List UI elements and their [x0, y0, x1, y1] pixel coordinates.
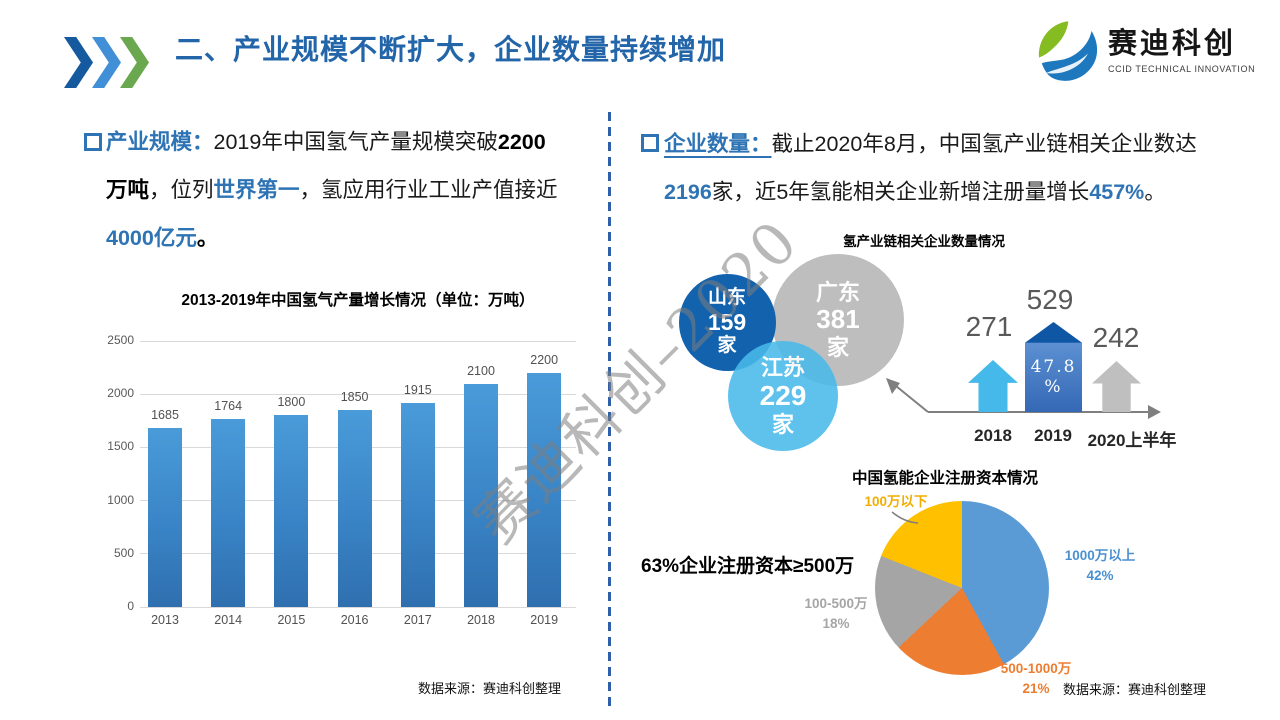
- chevron-icon: [92, 37, 121, 88]
- y-axis-tick-label: 1500: [107, 439, 134, 454]
- x-axis-tick-label: 2013: [151, 613, 179, 627]
- text-segment: ，氢应用行业工业产值接近: [299, 178, 558, 202]
- y-axis-tick-label: 1000: [107, 492, 134, 507]
- bullet-square-icon: [84, 133, 102, 151]
- bar-value-label: 2100: [467, 363, 495, 378]
- industry-scale-paragraph: 产业规模：2019年中国氢气产量规模突破2200 万吨，位列世界第一，氢应用行业工…: [106, 118, 611, 262]
- bubble-text: 159: [707, 308, 747, 335]
- y-axis-tick-label: 0: [127, 599, 134, 613]
- bar-2015: [274, 415, 309, 607]
- bubble-text: 家: [771, 412, 794, 438]
- bar-chart-plot: 0 500 1000 1500 2000 2500 1685 2013 1764 2014 1800…: [107, 333, 576, 627]
- text-segment: 世界第一: [213, 178, 300, 202]
- paragraph-line: 4000亿元。: [106, 214, 611, 262]
- gridline: [140, 340, 576, 342]
- x-axis-tick-label: 2018: [467, 613, 495, 627]
- bar-value-label: 1850: [340, 390, 369, 405]
- bullet-square-icon: [641, 134, 659, 152]
- chevron-icon: [120, 37, 149, 88]
- bubble-text: 家: [717, 335, 737, 357]
- text-segment: 截止2020年8月，中国氢产业链相关企业数达: [771, 132, 1197, 156]
- text-segment: 。: [196, 226, 219, 250]
- growth-category-label: 2018: [974, 426, 1012, 445]
- x-axis-tick-label: 2017: [403, 613, 432, 627]
- y-axis-tick-label: 500: [113, 545, 134, 560]
- bubble-text: 381: [816, 304, 860, 335]
- paragraph-line: 企业数量：截止2020年8月，中国氢产业链相关企业数达: [664, 120, 1229, 168]
- pie-slice-label-1: 1000万以上 42%: [1064, 548, 1136, 583]
- y-axis-tick-label: 2000: [107, 386, 134, 401]
- bubble-text: 家: [826, 334, 849, 360]
- x-axis-tick-label: 2019: [530, 613, 559, 627]
- text-segment: 2019年中国氢气产量规模突破: [213, 130, 498, 154]
- bar-value-label: 1915: [403, 383, 432, 398]
- logo-company-subtitle: CCID TECHNICAL INNOVATION: [1108, 64, 1256, 74]
- bar-value-label: 1764: [214, 399, 243, 414]
- text-segment: 2196: [664, 180, 712, 204]
- bubble-text: 229: [759, 379, 807, 411]
- growth-value-label: 242: [1092, 322, 1140, 353]
- x-axis-tick-label: 2015: [277, 613, 306, 627]
- paragraph-line: 产业规模：2019年中国氢气产量规模突破2200: [106, 118, 611, 166]
- x-axis-tick-label: 2014: [214, 613, 243, 627]
- chevron-icon: [64, 37, 93, 88]
- gridline: [140, 606, 576, 608]
- vertical-divider: [608, 112, 611, 712]
- pie-chart: [875, 501, 1049, 675]
- text-segment: 企业数量：: [664, 132, 772, 156]
- bar-value-label: 1800: [277, 395, 306, 410]
- bar-2016: [337, 410, 372, 607]
- text-segment: 家，近5年氢能相关企业新增注册量增长: [711, 180, 1090, 204]
- text-segment: 457%: [1089, 180, 1145, 204]
- text-segment: 万吨: [106, 178, 150, 202]
- bar-2014: [211, 419, 246, 607]
- text-segment: ，位列: [149, 178, 214, 202]
- growth-value-label: 529: [1026, 284, 1074, 315]
- text-segment: 产业规模：: [106, 130, 214, 154]
- text-segment: 2200: [497, 130, 546, 154]
- bar-2018: [464, 383, 498, 607]
- pie-slice-label-4: 100万以下: [864, 494, 928, 509]
- y-axis-tick-label: 2500: [107, 333, 134, 347]
- logo-text: 赛迪科创 CCID TECHNICAL INNOVATION: [1108, 16, 1255, 74]
- pie-slice-label-3: 100-500万 18%: [804, 596, 868, 631]
- arrow-2019: 47.8%: [1025, 322, 1082, 412]
- text-segment: 。: [1144, 180, 1166, 204]
- page-title: 二、产业规模不断扩大，企业数量持续增加: [175, 34, 727, 65]
- bar-value-label: 2200: [530, 352, 559, 367]
- logo-swirl-icon: [1038, 21, 1098, 81]
- bar-value-label: 1685: [151, 407, 179, 422]
- growth-rate-annotation: 47.8%: [1030, 357, 1077, 397]
- enterprise-count-paragraph: 企业数量：截止2020年8月，中国氢产业链相关企业数达 2196家，近5年氢能相关…: [664, 120, 1229, 216]
- bubble-山东: 山东 159 家: [678, 273, 776, 371]
- bubble-text: 山东: [707, 286, 746, 308]
- gridline: [140, 393, 576, 395]
- data-source-right: 数据来源：赛迪科创整理: [1063, 683, 1207, 698]
- company-logo: 赛迪科创 CCID TECHNICAL INNOVATION: [1032, 16, 1255, 88]
- logo-company-name: 赛迪科创: [1108, 28, 1237, 60]
- bubble-text: 广东: [815, 279, 860, 305]
- paragraph-line: 2196家，近5年氢能相关企业新增注册量增长457%。: [664, 168, 1229, 216]
- paragraph-line: 万吨，位列世界第一，氢应用行业工业产值接近: [106, 166, 611, 214]
- growth-category-label: 2020上半年: [1087, 431, 1177, 450]
- pie-chart-title: 中国氢能企业注册资本情况: [852, 470, 1039, 487]
- pie-callout-text: 63%企业注册资本≥500万: [641, 556, 855, 577]
- growth-category-label: 2019: [1034, 426, 1072, 445]
- bubble-江苏: 江苏 229 家: [728, 341, 838, 451]
- growth-axis-and-pointer-arrow: [886, 378, 1161, 419]
- bar-chart-title: 2013-2019年中国氢气产量增长情况（单位：万吨）: [181, 292, 535, 309]
- text-segment: 4000亿元: [106, 226, 197, 250]
- bar-2019: [527, 372, 562, 607]
- triple-chevron-icon: [64, 37, 149, 88]
- bubble-text: 江苏: [760, 354, 805, 380]
- growth-value-label: 271: [965, 311, 1013, 342]
- x-axis-tick-label: 2016: [340, 613, 369, 627]
- bar-2013: [148, 427, 182, 607]
- pie-slice-label-2: 500-1000万 21%: [1000, 661, 1072, 696]
- pie-leader-line: [891, 511, 919, 524]
- bubble-chart-title: 氢产业链相关企业数量情况: [843, 234, 1005, 249]
- bar-2017: [400, 403, 435, 607]
- data-source-left: 数据来源：赛迪科创整理: [418, 682, 562, 697]
